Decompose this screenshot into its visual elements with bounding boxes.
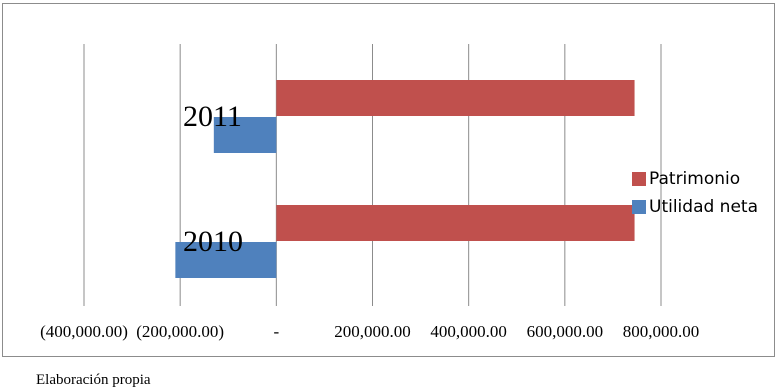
legend-swatch	[632, 200, 646, 214]
bar-patrimonio-2010	[276, 205, 635, 241]
chart-legend: Patrimonio Utilidad neta	[632, 165, 758, 221]
legend-item-patrimonio: Patrimonio	[632, 165, 758, 193]
x-tick-label-6: 800,000.00	[622, 322, 700, 341]
chart-frame	[2, 3, 775, 357]
x-tick-label-2: -	[273, 322, 280, 341]
category-label-2011: 2011	[183, 100, 242, 133]
bar-utilidad-neta-2010	[175, 242, 277, 278]
bar-patrimonio-2011	[276, 80, 635, 116]
x-tick-label-3: 200,000.00	[334, 322, 411, 341]
bar-utilidad-neta-2011	[213, 117, 277, 153]
category-label-2010: 2010	[183, 225, 243, 258]
x-tick-label-4: 400,000.00	[430, 322, 507, 341]
legend-item-utilidad-neta: Utilidad neta	[632, 193, 758, 221]
source-note: Elaboración propia	[36, 372, 151, 388]
legend-label: Utilidad neta	[649, 197, 758, 217]
x-tick-label-0: (400,000.00)	[40, 322, 128, 341]
legend-label: Patrimonio	[649, 169, 741, 189]
x-tick-label-1: (200,000.00)	[136, 322, 225, 341]
x-tick-label-5: 600,000.00	[526, 322, 604, 341]
legend-swatch	[632, 172, 646, 186]
